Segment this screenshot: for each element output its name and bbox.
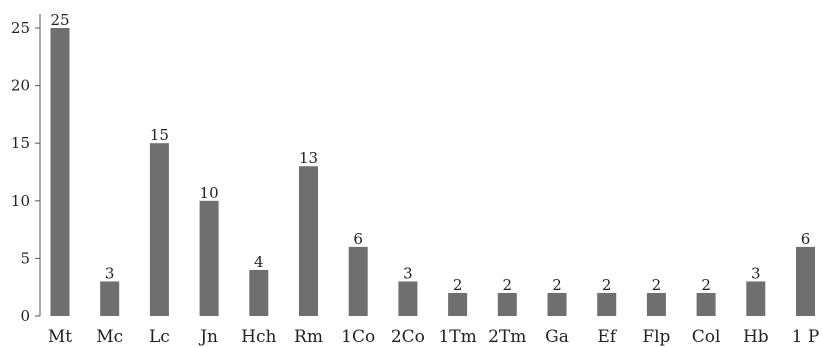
data-label: 2: [503, 276, 513, 294]
y-tick-label: 5: [20, 249, 30, 267]
data-label: 4: [254, 253, 264, 271]
bar-1p: [796, 246, 815, 316]
y-tick-label: 20: [11, 77, 30, 95]
bar-jn: [199, 200, 219, 316]
x-category-label: Hch: [241, 327, 276, 347]
data-label: 2: [652, 276, 662, 294]
y-tick-label: 0: [20, 307, 30, 325]
data-label: 6: [801, 230, 811, 248]
bar-1co: [348, 246, 368, 316]
bar-mt: [50, 28, 70, 316]
data-label: 2: [602, 276, 612, 294]
labels: 25 Mt 3 Mc 15 Lc 10 Jn 4 Hch 13 Rm 6 1Co 3 2Co 2 1Tm 2 2Tm 2…: [48, 11, 819, 347]
bar-ga: [547, 292, 567, 316]
bar-2co: [398, 281, 418, 316]
data-label: 2: [552, 276, 562, 294]
data-label: 6: [353, 230, 363, 248]
y-tick-label: 15: [11, 134, 30, 152]
bar-flp: [646, 292, 666, 316]
y-tick-label: 25: [11, 19, 30, 37]
x-category-label: Ga: [545, 327, 569, 347]
bar-ef: [597, 292, 617, 316]
x-category-label: Mt: [48, 327, 72, 347]
bar-2tm: [497, 292, 517, 316]
bar-hch: [249, 269, 269, 316]
x-category-label: Flp: [642, 327, 670, 347]
data-label: 15: [150, 126, 169, 144]
x-category-label: Ef: [597, 327, 617, 347]
data-label: 3: [403, 264, 413, 282]
x-category-label: 2Co: [391, 327, 425, 347]
bar-rm: [299, 166, 318, 316]
y-tick-label: 10: [11, 192, 30, 210]
x-category-label: 1Co: [341, 327, 375, 347]
data-label: 10: [200, 184, 219, 202]
x-category-label: Jn: [198, 327, 218, 347]
x-category-label: Col: [692, 327, 721, 347]
bars: [50, 28, 815, 316]
data-label: 2: [701, 276, 711, 294]
bar-lc: [149, 143, 169, 316]
data-label: 25: [50, 11, 69, 29]
x-category-label: Hb: [743, 327, 769, 347]
data-label: 3: [105, 264, 115, 282]
x-category-label: 2Tm: [488, 327, 526, 347]
x-category-label: 1Tm: [438, 327, 476, 347]
data-label: 2: [453, 276, 463, 294]
axes: 0 5 10 15 20 25: [11, 14, 41, 325]
bar-hb: [746, 281, 766, 316]
x-category-label: 1 P: [792, 327, 820, 347]
bar-1tm: [448, 292, 468, 316]
data-label: 13: [299, 149, 318, 167]
bar-col: [696, 292, 716, 316]
x-category-label: Mc: [96, 327, 123, 347]
bar-mc: [100, 281, 120, 316]
x-category-label: Rm: [294, 327, 323, 347]
data-label: 3: [751, 264, 761, 282]
x-category-label: Lc: [149, 327, 170, 347]
